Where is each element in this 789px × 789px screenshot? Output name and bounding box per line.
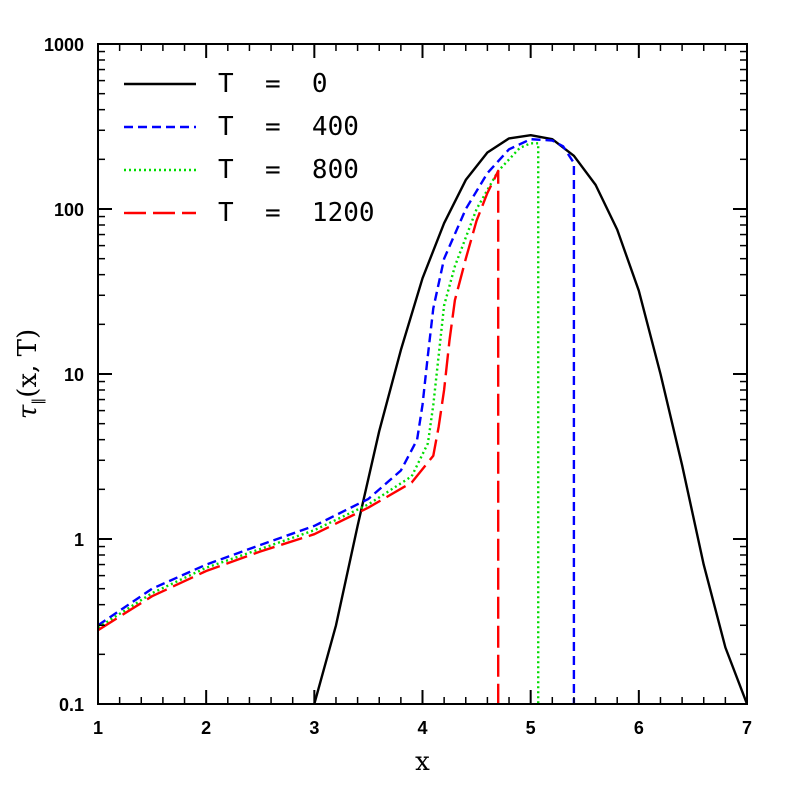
axis-tick-labels: 1 2 3 4 5 6 7 0.1 1 10 100 1000	[44, 35, 752, 738]
y-tick-label: 100	[54, 200, 84, 220]
y-axis-title-subscript: ‖	[30, 398, 46, 405]
series-line-2	[98, 142, 540, 704]
x-tick-label: 2	[201, 718, 211, 738]
x-axis-title: x	[415, 747, 430, 777]
svg-text:τ‖(x, T): τ‖(x, T)	[13, 329, 46, 419]
legend-label-3: T = 1200	[218, 198, 375, 228]
series-line-3	[98, 169, 500, 704]
legend-label-2: T = 800	[218, 155, 359, 185]
x-tick-label: 5	[526, 718, 536, 738]
axis-ticks	[97, 43, 748, 705]
legend-label-0: T = 0	[218, 69, 328, 99]
y-tick-label: 0.1	[59, 695, 84, 715]
y-axis-title-args: (x, T)	[13, 329, 43, 398]
y-tick-label: 10	[64, 365, 84, 385]
x-tick-label: 6	[634, 718, 644, 738]
plot-frame	[97, 43, 748, 705]
legend-label-1: T = 400	[218, 112, 359, 142]
y-tick-label: 1000	[44, 35, 84, 55]
y-axis-title-tau: τ	[13, 404, 43, 419]
plot-curves	[98, 134, 747, 704]
series-line-1	[98, 138, 576, 704]
x-tick-label: 3	[309, 718, 319, 738]
y-axis-title: τ‖(x, T)	[13, 329, 46, 419]
x-tick-label: 7	[742, 718, 752, 738]
x-tick-label: 4	[417, 718, 427, 738]
x-tick-label: 1	[93, 718, 103, 738]
y-tick-label: 1	[74, 530, 84, 550]
series-line-0	[313, 134, 747, 704]
legend: T = 0 T = 400 T = 800 T = 1200	[124, 69, 375, 228]
